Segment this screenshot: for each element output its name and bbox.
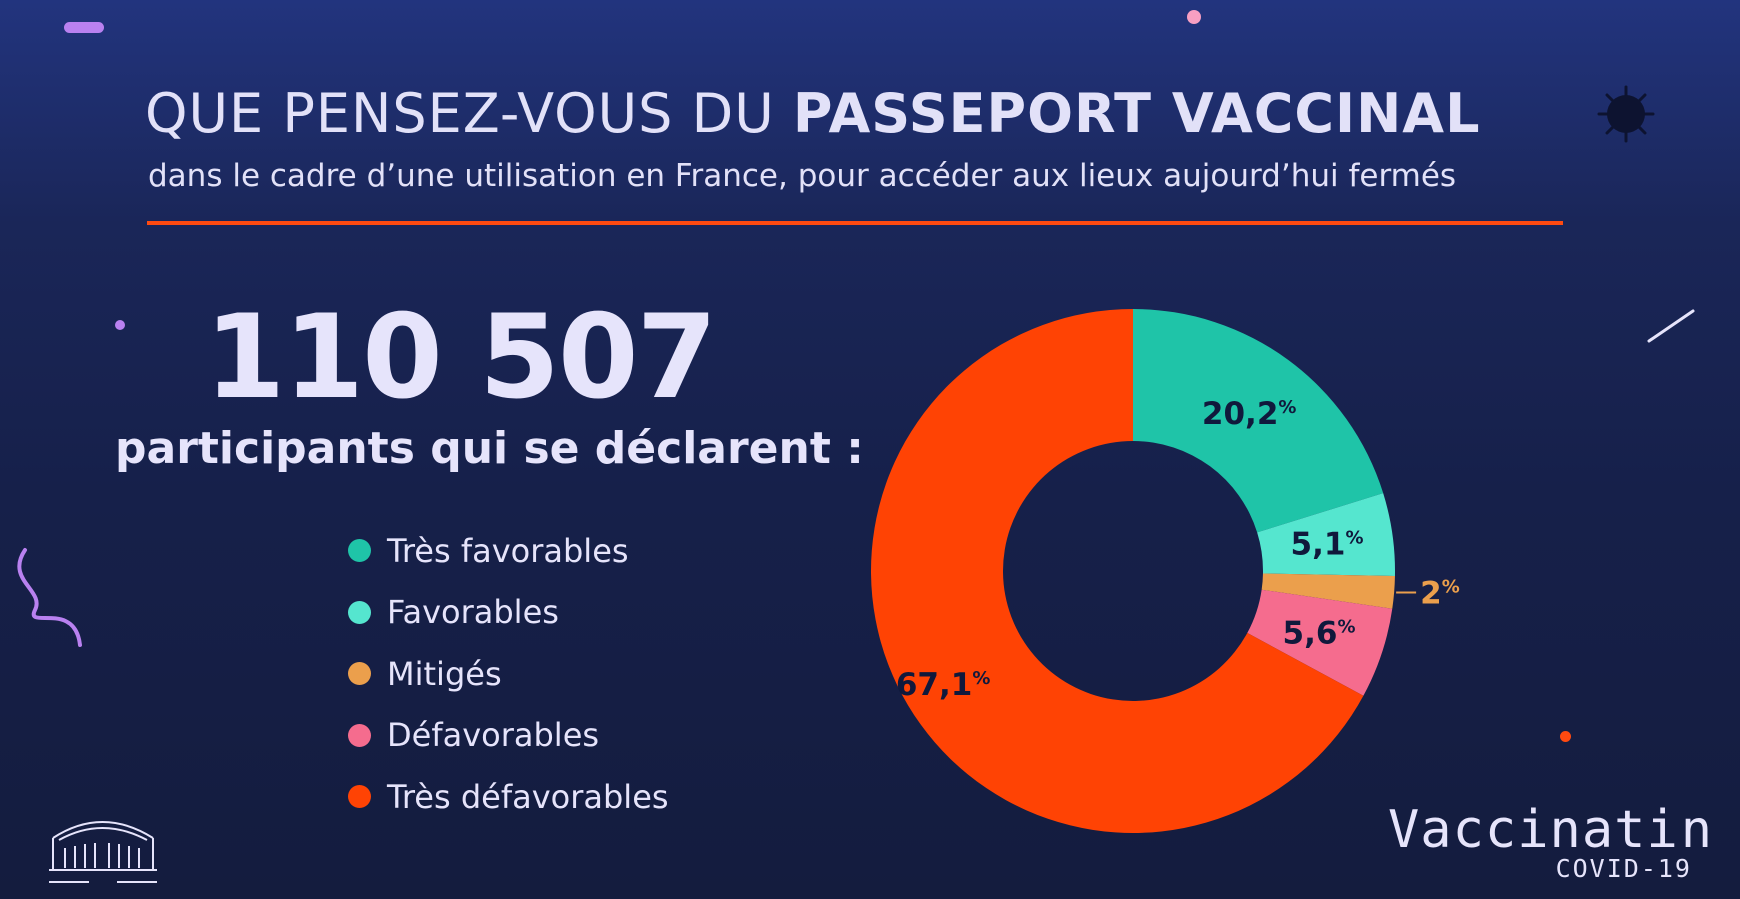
title-normal: QUE PENSEZ-VOUS DU	[145, 82, 793, 145]
chart-legend: Très favorables Favorables Mitigés Défavora…	[348, 520, 669, 828]
participants-count: 110 507	[204, 290, 718, 425]
decoration-line	[1647, 309, 1695, 343]
data-label: 2%	[1420, 576, 1460, 612]
legend-item: Favorables	[348, 582, 669, 644]
donut-slice	[1257, 493, 1396, 576]
decoration-dot-purple	[115, 320, 125, 330]
legend-label: Défavorables	[387, 716, 600, 755]
legend-label: Très défavorables	[387, 777, 669, 816]
legend-item: Très favorables	[348, 520, 669, 582]
decoration-dot-orange	[1560, 731, 1571, 742]
decoration-squiggle	[17, 548, 82, 647]
donut-slice	[1261, 573, 1395, 609]
decoration-dash	[64, 22, 104, 33]
brand-subtitle: COVID-19	[1555, 854, 1692, 883]
brand-word-end: n	[1680, 800, 1714, 860]
legend-swatch	[348, 785, 371, 809]
data-label: 5,1%	[1291, 526, 1364, 562]
brand-wordmark: Vaccinati n	[1388, 800, 1712, 860]
legend-swatch	[348, 662, 371, 686]
donut-slice	[871, 309, 1364, 833]
legend-item: Défavorables	[348, 705, 669, 767]
legend-swatch	[348, 600, 371, 624]
legend-swatch	[348, 539, 371, 563]
page-subtitle: dans le cadre d’une utilisation en Franc…	[148, 158, 1457, 194]
legend-item: Très défavorables	[348, 766, 669, 828]
page-title: QUE PENSEZ-VOUS DU PASSEPORT VACCINAL	[145, 82, 1565, 145]
decoration-dot-pink	[1187, 10, 1201, 24]
virus-icon	[1597, 85, 1655, 143]
title-bold: PASSEPORT VACCINAL	[792, 82, 1481, 145]
legend-label: Très favorables	[387, 531, 629, 570]
legend-item: Mitigés	[348, 643, 669, 705]
data-label: 5,6%	[1283, 616, 1356, 652]
participants-label: participants qui se déclarent :	[115, 423, 864, 474]
donut-slice	[1133, 309, 1384, 533]
title-underline	[147, 221, 1563, 225]
legend-swatch	[348, 723, 371, 747]
logo	[49, 821, 157, 883]
donut-slice	[1247, 589, 1393, 696]
vaccination-brand: Vaccinati n COVID-19	[1388, 800, 1712, 883]
legend-label: Mitigés	[387, 654, 502, 693]
brand-word-start: Vaccinati	[1388, 800, 1679, 860]
legend-label: Favorables	[387, 593, 559, 632]
